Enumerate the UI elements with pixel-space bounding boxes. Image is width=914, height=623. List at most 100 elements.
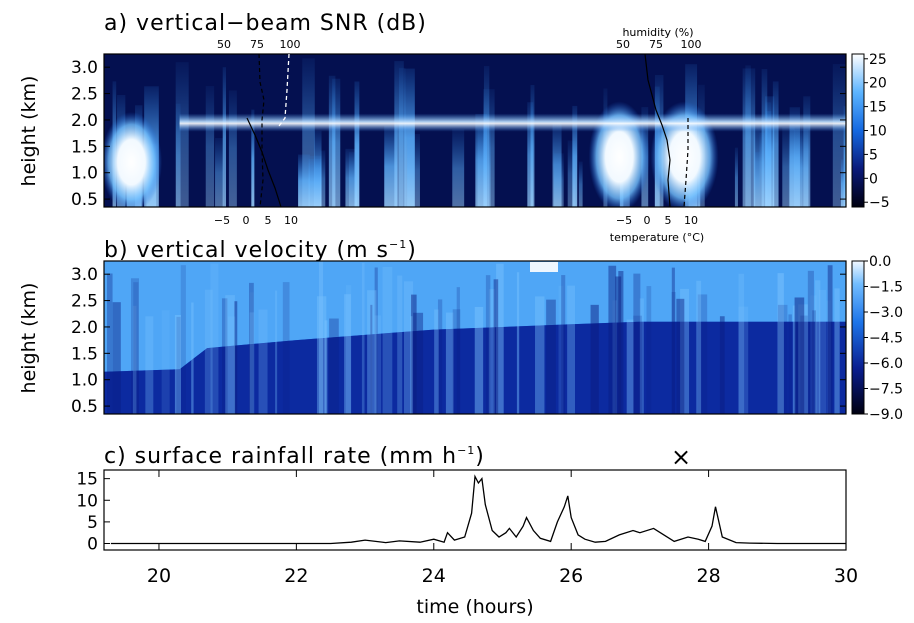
velocity-streak xyxy=(413,312,424,414)
sounding-1-temperature-tick: −5 xyxy=(214,214,230,227)
x-tick-label: 26 xyxy=(559,565,583,587)
velocity-streak xyxy=(798,304,809,414)
colorbar-tick-label: 20 xyxy=(869,76,887,92)
snr-streak xyxy=(328,75,336,207)
snr-streak xyxy=(477,128,491,207)
sounding-2-temperature-line xyxy=(644,53,671,208)
snr-streak xyxy=(407,134,420,207)
velocity-streak xyxy=(546,299,556,414)
sounding-1-temperature-line xyxy=(246,117,282,208)
velocity-streak xyxy=(445,312,454,414)
y-tick-label: 0.5 xyxy=(71,397,98,417)
velocity-streak xyxy=(567,285,576,414)
colorbar-tick-label: −5 xyxy=(869,195,890,211)
velocity-streak xyxy=(633,273,641,414)
velocity-streak xyxy=(671,267,675,414)
sounding-2-temperature-tick: −5 xyxy=(616,214,632,227)
snr-streak xyxy=(789,107,800,207)
colorbar-tick-label: −4.5 xyxy=(869,331,903,347)
snr-streak xyxy=(309,155,322,207)
snr-streak xyxy=(527,102,534,207)
sounding-1-humidity-line xyxy=(258,53,265,208)
velocity-streak xyxy=(180,265,186,414)
velocity-streak xyxy=(204,289,213,414)
panel-b-snow-region xyxy=(104,261,846,372)
x-tick-label: 20 xyxy=(147,565,171,587)
velocity-streak xyxy=(719,316,725,414)
sounding-2-humidity-label: humidity (%) xyxy=(622,26,693,39)
snr-streak xyxy=(348,152,357,207)
velocity-streak xyxy=(345,285,352,414)
y-tick-label: 15 xyxy=(76,470,98,490)
velocity-streak xyxy=(329,318,339,414)
snr-streak xyxy=(205,86,215,207)
sounding-1: 50 75 100 −5 0 5 10 xyxy=(214,38,301,227)
y-tick-label: 0 xyxy=(87,535,98,555)
velocity-streak xyxy=(618,271,624,414)
snr-streak xyxy=(394,61,404,207)
velocity-streak xyxy=(646,286,652,414)
panel-c-frame xyxy=(103,469,847,551)
panel-a-bright-band xyxy=(179,113,846,132)
sounding-2-humidity-tick: 50 xyxy=(616,38,630,51)
velocity-streak xyxy=(590,304,599,414)
snr-streak xyxy=(251,109,255,207)
snr-streak xyxy=(772,81,779,207)
velocity-streak xyxy=(221,298,228,414)
panel-a-title: a) vertical−beam SNR (dB) xyxy=(104,11,427,36)
velocity-streak xyxy=(680,288,690,414)
velocity-streak xyxy=(474,306,484,414)
velocity-streak xyxy=(234,301,238,414)
panel-c-xlabel: time (hours) xyxy=(416,596,533,618)
velocity-streak xyxy=(792,305,796,414)
panel-a-colorbar-ticks: 25 20 15 10 5 0 −5 xyxy=(864,52,890,211)
x-tick-label: 22 xyxy=(284,565,308,587)
sounding-2-temperature-tick: 0 xyxy=(644,214,651,227)
velocity-streak xyxy=(671,291,676,414)
sounding-2: humidity (%) 50 75 100 −5 0 5 10 tempera… xyxy=(610,26,704,244)
panel-b-frame xyxy=(103,260,847,415)
velocity-streak xyxy=(696,280,702,414)
velocity-streak xyxy=(107,273,113,414)
velocity-streak xyxy=(810,295,817,414)
y-tick-label: 5 xyxy=(87,513,98,533)
velocity-streak xyxy=(807,270,814,414)
velocity-streak xyxy=(248,282,254,414)
y-tick-label: 2.5 xyxy=(71,292,98,312)
velocity-streak xyxy=(210,263,219,414)
velocity-streak xyxy=(275,290,278,414)
velocity-streak xyxy=(397,275,403,414)
colorbar-tick-label: 5 xyxy=(869,147,878,163)
y-tick-label: 3.0 xyxy=(71,58,98,78)
velocity-streak xyxy=(738,273,745,414)
y-tick-label: 2.5 xyxy=(71,85,98,105)
snr-streak xyxy=(578,161,583,207)
velocity-streak xyxy=(316,296,327,414)
sounding-2-humidity-tick: 75 xyxy=(649,38,663,51)
colorbar-tick-label: 0.0 xyxy=(869,254,891,270)
velocity-streak xyxy=(738,306,749,414)
panel-c-marker: × xyxy=(671,443,691,471)
velocity-streak xyxy=(324,320,328,414)
sounding-1-temperature-tick: 5 xyxy=(265,214,272,227)
sounding-2-humidity-tick: 100 xyxy=(681,38,702,51)
y-tick-label: 1.0 xyxy=(71,164,98,184)
velocity-streak xyxy=(676,298,685,414)
velocity-streak xyxy=(815,280,821,414)
velocity-streak xyxy=(827,265,833,414)
y-tick-label: 1.5 xyxy=(71,137,98,157)
panel-a: a) vertical−beam SNR (dB) 0.5 1.0 1.5 2.0 2.… xyxy=(18,11,890,244)
velocity-streak xyxy=(249,292,254,414)
velocity-streak xyxy=(176,316,181,414)
velocity-streak xyxy=(367,290,377,414)
panel-b-streaks xyxy=(107,261,840,414)
panel-a-frame xyxy=(103,53,847,208)
snr-streak xyxy=(332,78,341,207)
panel-b-rain-region xyxy=(104,321,846,414)
colorbar-tick-label: −9.0 xyxy=(869,407,903,423)
panel-c-title: c) surface rainfall rate (mm h−1) xyxy=(104,444,485,469)
snr-streak xyxy=(803,96,811,207)
snr-streak xyxy=(734,147,738,207)
x-tick-label: 28 xyxy=(696,565,720,587)
